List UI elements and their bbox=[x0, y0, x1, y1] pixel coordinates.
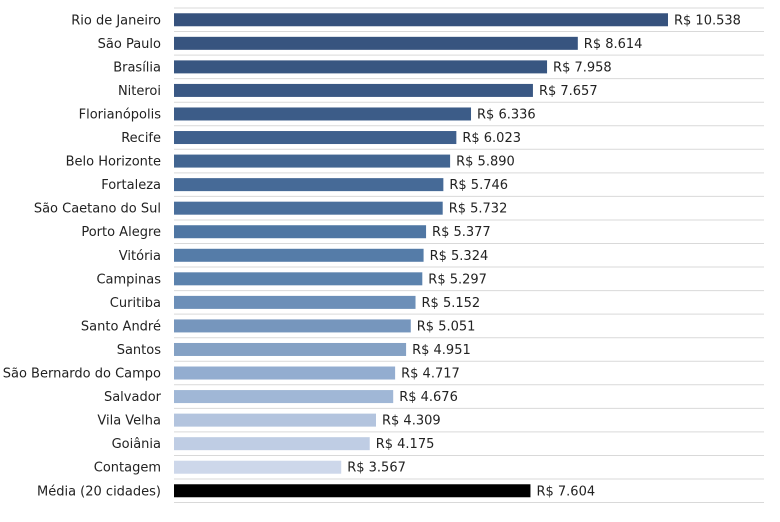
category-label-9: Porto Alegre bbox=[81, 225, 161, 240]
value-label-16: R$ 4.676 bbox=[399, 390, 458, 405]
category-label-15: São Bernardo do Campo bbox=[3, 367, 161, 382]
bar-8 bbox=[174, 201, 443, 215]
category-label-18: Goiânia bbox=[112, 437, 161, 452]
bar-13 bbox=[174, 319, 411, 333]
bar-20 bbox=[174, 484, 531, 498]
value-label-15: R$ 4.717 bbox=[401, 367, 460, 382]
value-label-7: R$ 5.746 bbox=[449, 178, 508, 193]
value-label-10: R$ 5.324 bbox=[430, 249, 489, 264]
value-label-8: R$ 5.732 bbox=[449, 202, 508, 217]
category-label-7: Fortaleza bbox=[101, 178, 161, 193]
gridlines bbox=[174, 7, 764, 504]
value-label-2: R$ 7.958 bbox=[553, 60, 612, 75]
category-labels: Rio de Janeiro São Paulo Brasília Niteroi Fl… bbox=[3, 13, 162, 499]
bar-11 bbox=[174, 272, 423, 286]
category-label-3: Niteroi bbox=[118, 84, 161, 99]
value-label-4: R$ 6.336 bbox=[477, 107, 536, 122]
value-label-9: R$ 5.377 bbox=[432, 225, 491, 240]
value-label-17: R$ 4.309 bbox=[382, 414, 441, 429]
value-label-13: R$ 5.051 bbox=[417, 319, 476, 334]
bar-5 bbox=[174, 131, 457, 145]
category-label-19: Contagem bbox=[94, 461, 161, 476]
value-label-14: R$ 4.951 bbox=[412, 343, 471, 358]
bar-12 bbox=[174, 295, 416, 309]
value-label-5: R$ 6.023 bbox=[462, 131, 521, 146]
category-label-0: Rio de Janeiro bbox=[71, 13, 161, 28]
bar-6 bbox=[174, 154, 451, 168]
bar-17 bbox=[174, 413, 376, 427]
category-label-6: Belo Horizonte bbox=[66, 155, 161, 170]
bar-18 bbox=[174, 437, 370, 451]
category-label-5: Recife bbox=[121, 131, 161, 146]
bar-3 bbox=[174, 83, 533, 97]
bar-9 bbox=[174, 225, 427, 239]
category-label-10: Vitória bbox=[119, 249, 161, 264]
category-label-11: Campinas bbox=[96, 272, 161, 287]
bar-0 bbox=[174, 13, 668, 27]
bar-7 bbox=[174, 178, 444, 192]
category-label-13: Santo André bbox=[81, 319, 161, 334]
value-label-18: R$ 4.175 bbox=[376, 437, 435, 452]
category-label-16: Salvador bbox=[104, 390, 162, 405]
bar-4 bbox=[174, 107, 472, 121]
category-label-8: São Caetano do Sul bbox=[34, 202, 161, 217]
category-label-17: Vila Velha bbox=[97, 414, 161, 429]
value-label-19: R$ 3.567 bbox=[347, 461, 406, 476]
category-label-4: Florianópolis bbox=[79, 107, 162, 122]
bars bbox=[174, 13, 668, 498]
value-label-12: R$ 5.152 bbox=[422, 296, 481, 311]
bar-1 bbox=[174, 36, 578, 50]
bar-10 bbox=[174, 248, 424, 262]
bar-19 bbox=[174, 460, 342, 474]
bar-15 bbox=[174, 366, 396, 380]
bar-14 bbox=[174, 342, 407, 356]
bar-16 bbox=[174, 390, 394, 404]
category-label-12: Curitiba bbox=[110, 296, 161, 311]
category-label-2: Brasília bbox=[113, 60, 161, 75]
category-label-1: São Paulo bbox=[98, 37, 161, 52]
value-label-11: R$ 5.297 bbox=[428, 272, 487, 287]
value-label-3: R$ 7.657 bbox=[539, 84, 598, 99]
value-label-6: R$ 5.890 bbox=[456, 155, 515, 170]
value-label-20: R$ 7.604 bbox=[536, 484, 595, 499]
value-label-1: R$ 8.614 bbox=[584, 37, 643, 52]
value-label-0: R$ 10.538 bbox=[674, 13, 741, 28]
category-label-20: Média (20 cidades) bbox=[37, 484, 161, 499]
bar-2 bbox=[174, 60, 548, 74]
category-label-14: Santos bbox=[117, 343, 162, 358]
